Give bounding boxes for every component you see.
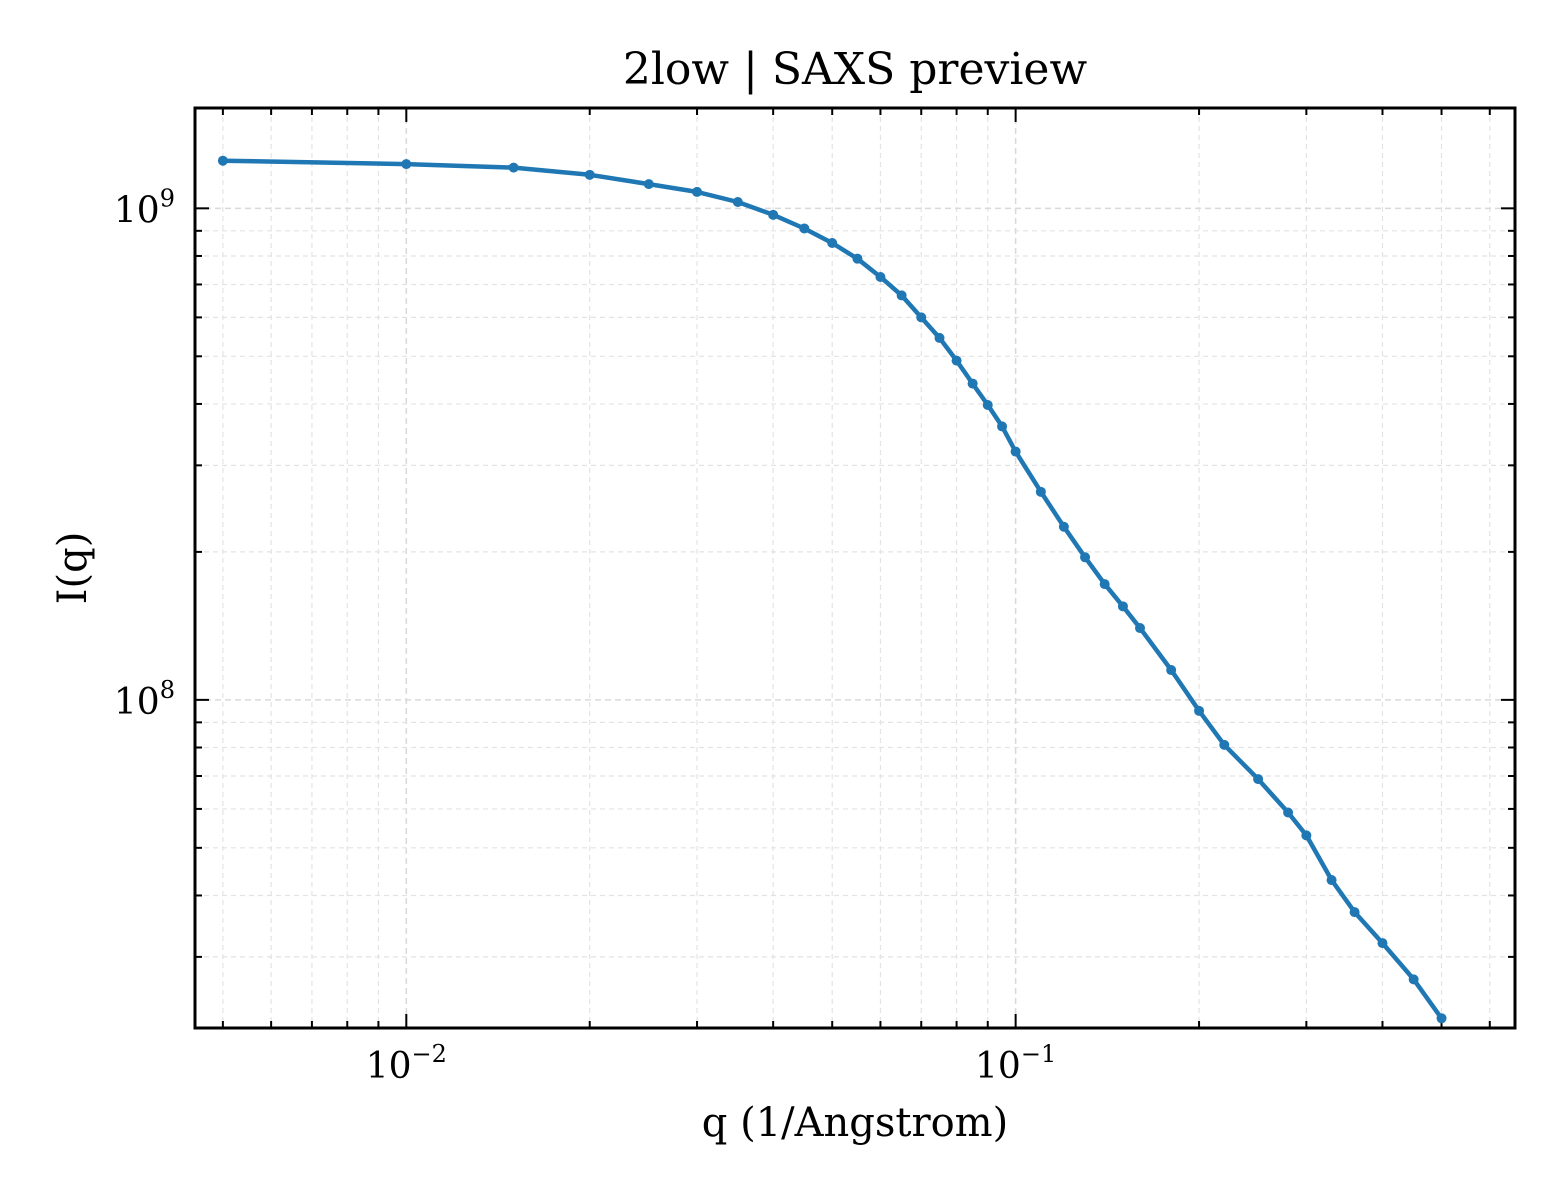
data-point: [1010, 446, 1021, 457]
data-point: [967, 378, 978, 389]
data-point: [799, 223, 810, 234]
data-point: [1253, 774, 1264, 785]
data-point: [1326, 875, 1337, 886]
data-point: [1349, 907, 1360, 918]
data-series: [217, 155, 1447, 1024]
data-point: [1117, 601, 1128, 612]
data-point: [1194, 705, 1205, 716]
x-tick-label: 10−2: [366, 1040, 447, 1087]
data-point: [916, 312, 927, 323]
data-point: [852, 253, 863, 264]
data-point: [401, 159, 412, 170]
plot-frame: [193, 106, 1517, 1030]
data-point: [1058, 521, 1069, 532]
data-point: [508, 162, 519, 173]
chart-title: 2low | SAXS preview: [623, 44, 1088, 95]
grid-lines: [195, 108, 1515, 1028]
x-tick-label: 10−1: [975, 1040, 1056, 1087]
y-tick-label: 109: [114, 184, 175, 231]
data-point: [1099, 579, 1110, 590]
data-point: [1408, 974, 1419, 985]
data-point: [1283, 807, 1294, 818]
data-point: [875, 271, 886, 282]
data-point: [1301, 830, 1312, 841]
tick-labels: 10−2 10−1 108 109: [114, 184, 1056, 1087]
data-point: [692, 186, 703, 197]
data-point: [982, 400, 993, 411]
data-point: [217, 155, 228, 166]
data-point: [951, 355, 962, 366]
data-point: [1035, 486, 1046, 497]
data-point: [1166, 665, 1177, 676]
data-point: [1135, 623, 1146, 634]
data-point: [896, 290, 907, 301]
data-point: [997, 421, 1008, 432]
y-axis-label: I(q): [50, 532, 96, 605]
data-point: [643, 179, 654, 190]
data-point: [584, 169, 595, 180]
data-point: [827, 238, 838, 249]
data-point: [934, 332, 945, 343]
data-point: [1219, 739, 1230, 750]
y-tick-label: 108: [114, 676, 175, 723]
data-point: [768, 209, 779, 220]
data-point: [1377, 938, 1388, 949]
x-axis-label: q (1/Angstrom): [702, 1100, 1008, 1146]
data-point: [732, 197, 743, 208]
data-point: [1080, 552, 1091, 563]
data-point: [1436, 1013, 1447, 1024]
